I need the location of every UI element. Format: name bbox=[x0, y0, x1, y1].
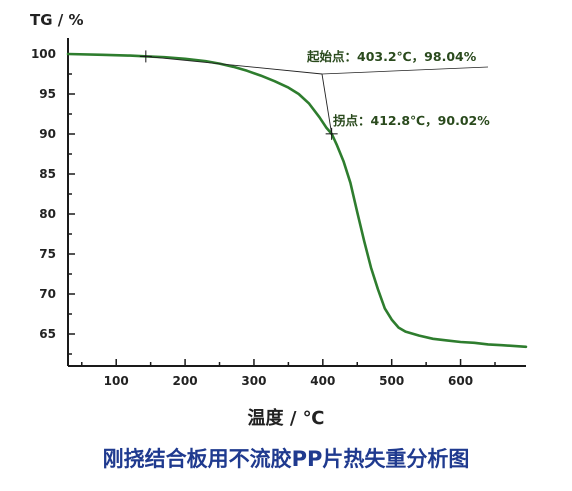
annotation-inflection: 拐点：412.8℃，90.02% bbox=[333, 113, 490, 128]
x-tick-label: 600 bbox=[448, 374, 473, 388]
x-ticks: 100 200 300 400 500 600 bbox=[81, 359, 496, 388]
y-tick-label: 80 bbox=[39, 207, 56, 221]
x-tick-label: 500 bbox=[379, 374, 404, 388]
annotation-leaders bbox=[145, 55, 489, 134]
plot-area: 65 70 75 80 85 90 95 100 100 200 300 400 500 600 bbox=[31, 38, 528, 388]
x-axis-label: 温度 / ℃ bbox=[248, 407, 325, 429]
y-axis-label: TG / % bbox=[30, 11, 84, 29]
y-tick-label: 100 bbox=[31, 47, 56, 61]
leader-underline-onset bbox=[321, 66, 489, 75]
tg-curve bbox=[66, 52, 528, 349]
x-tick-label: 400 bbox=[310, 374, 335, 388]
chart-title: 刚挠结合板用不流胶PP片热失重分析图 bbox=[103, 447, 470, 471]
y-tick-label: 90 bbox=[39, 127, 56, 141]
y-tick-label: 65 bbox=[39, 327, 56, 341]
x-tick-label: 200 bbox=[173, 374, 198, 388]
leader-to-inflection bbox=[321, 73, 333, 134]
y-tick-label: 70 bbox=[39, 287, 56, 301]
y-tick-label: 85 bbox=[39, 167, 56, 181]
x-tick-label: 300 bbox=[241, 374, 266, 388]
y-ticks: 65 70 75 80 85 90 95 100 bbox=[31, 47, 75, 355]
y-tick-label: 95 bbox=[39, 87, 56, 101]
annotation-onset: 起始点：403.2℃，98.04% bbox=[306, 49, 477, 64]
y-tick-label: 75 bbox=[39, 247, 56, 261]
x-tick-label: 100 bbox=[104, 374, 129, 388]
leader-to-onset bbox=[145, 55, 323, 75]
